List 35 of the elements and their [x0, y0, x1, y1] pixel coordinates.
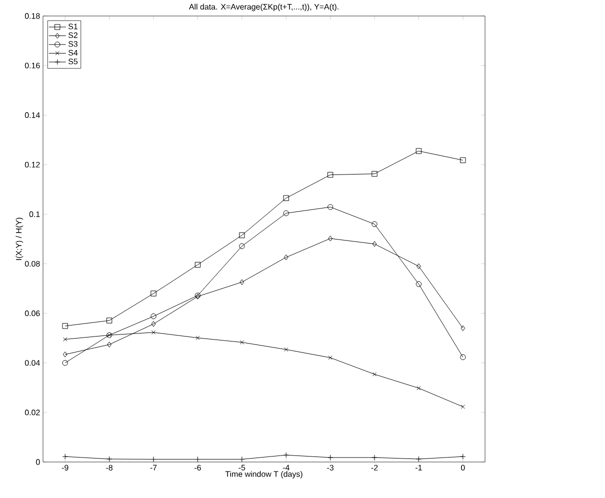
point [328, 356, 332, 360]
point [150, 290, 156, 296]
point [240, 279, 244, 285]
point [372, 372, 377, 376]
point [460, 157, 466, 164]
point [416, 281, 422, 287]
point [327, 172, 334, 178]
point [63, 337, 68, 342]
point [239, 243, 245, 250]
point [284, 254, 288, 260]
point [460, 325, 466, 332]
point [416, 148, 422, 154]
point [239, 232, 245, 238]
point [151, 321, 156, 327]
point [416, 386, 421, 390]
point [240, 340, 244, 344]
point [372, 221, 378, 227]
point [194, 262, 201, 268]
point [106, 318, 112, 324]
point [460, 354, 466, 360]
point [284, 347, 288, 352]
point [327, 204, 334, 210]
point [62, 323, 68, 329]
point [62, 360, 68, 366]
point [150, 313, 156, 320]
point [328, 236, 333, 242]
point [151, 330, 156, 334]
point [372, 241, 377, 247]
point [62, 352, 68, 358]
point [372, 170, 378, 177]
point [107, 342, 112, 348]
point [283, 210, 289, 216]
point [196, 336, 200, 340]
point [460, 404, 465, 409]
point [283, 195, 289, 201]
